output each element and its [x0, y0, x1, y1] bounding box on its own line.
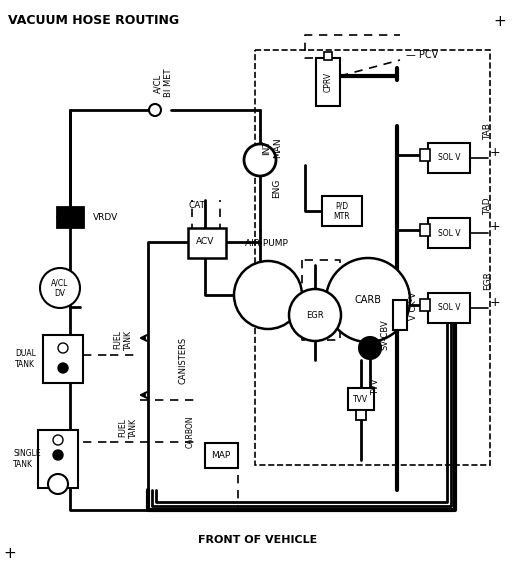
Text: INT
MAN: INT MAN: [262, 138, 282, 158]
Text: +: +: [493, 14, 506, 29]
Bar: [205, 443, 238, 468]
Text: +: +: [490, 146, 500, 159]
Text: SOL V: SOL V: [438, 228, 460, 237]
Text: +: +: [490, 220, 500, 233]
Text: CARBON: CARBON: [185, 416, 195, 448]
Bar: [428, 143, 470, 173]
Bar: [348, 388, 374, 410]
Text: TVV: TVV: [353, 394, 369, 403]
Bar: [316, 58, 340, 106]
Bar: [324, 52, 332, 60]
Circle shape: [48, 474, 68, 494]
Text: CPRV: CPRV: [323, 72, 333, 92]
Text: ENG: ENG: [272, 179, 282, 198]
Bar: [57, 207, 83, 227]
Text: +: +: [490, 295, 500, 308]
Text: FUEL
TANK: FUEL TANK: [118, 418, 138, 438]
Bar: [420, 299, 430, 311]
Bar: [255, 50, 490, 465]
Text: SOL V: SOL V: [438, 154, 460, 163]
Text: FUEL
TANK: FUEL TANK: [113, 330, 133, 350]
Text: EGR: EGR: [306, 311, 324, 319]
Text: FRONT OF VEHICLE: FRONT OF VEHICLE: [198, 535, 318, 545]
Text: TAB: TAB: [484, 123, 492, 140]
Bar: [38, 430, 78, 488]
Text: P/D
MTR: P/D MTR: [334, 201, 350, 221]
Text: ACV: ACV: [196, 237, 214, 246]
Bar: [420, 149, 430, 161]
Circle shape: [234, 261, 302, 329]
Bar: [356, 410, 366, 420]
Text: TAD: TAD: [484, 197, 492, 215]
Text: VRDV: VRDV: [93, 212, 118, 221]
Text: SV-CBV: SV-CBV: [381, 319, 389, 350]
Bar: [420, 224, 430, 236]
Circle shape: [244, 144, 276, 176]
Bar: [428, 293, 470, 323]
Text: TVV: TVV: [371, 379, 381, 395]
Bar: [393, 300, 407, 330]
Circle shape: [58, 343, 68, 353]
Text: CANISTERS: CANISTERS: [179, 336, 187, 384]
Circle shape: [53, 435, 63, 445]
Text: EGR: EGR: [484, 271, 492, 290]
Text: — PCV: — PCV: [406, 50, 438, 60]
Text: CAT: CAT: [188, 201, 205, 210]
Text: SOL V: SOL V: [438, 303, 460, 312]
Bar: [322, 196, 362, 226]
Circle shape: [149, 104, 161, 116]
Circle shape: [359, 337, 381, 359]
Text: AIR PUMP: AIR PUMP: [245, 238, 287, 247]
Text: DUAL
TANK: DUAL TANK: [15, 349, 36, 369]
Text: A/CL
DV: A/CL DV: [52, 279, 68, 298]
Circle shape: [53, 450, 63, 460]
Circle shape: [289, 289, 341, 341]
Text: A/CL
BI MET: A/CL BI MET: [153, 69, 173, 97]
Text: CARB: CARB: [354, 295, 382, 305]
Text: MAP: MAP: [211, 451, 231, 460]
Text: V CK V: V CK V: [409, 292, 419, 320]
Bar: [428, 218, 470, 248]
Text: +: +: [4, 545, 16, 560]
Circle shape: [326, 258, 410, 342]
Bar: [43, 335, 83, 383]
Bar: [188, 228, 226, 258]
Circle shape: [58, 363, 68, 373]
Text: VACUUM HOSE ROUTING: VACUUM HOSE ROUTING: [8, 14, 179, 27]
Circle shape: [40, 268, 80, 308]
Text: SINGLE
TANK: SINGLE TANK: [13, 449, 41, 469]
